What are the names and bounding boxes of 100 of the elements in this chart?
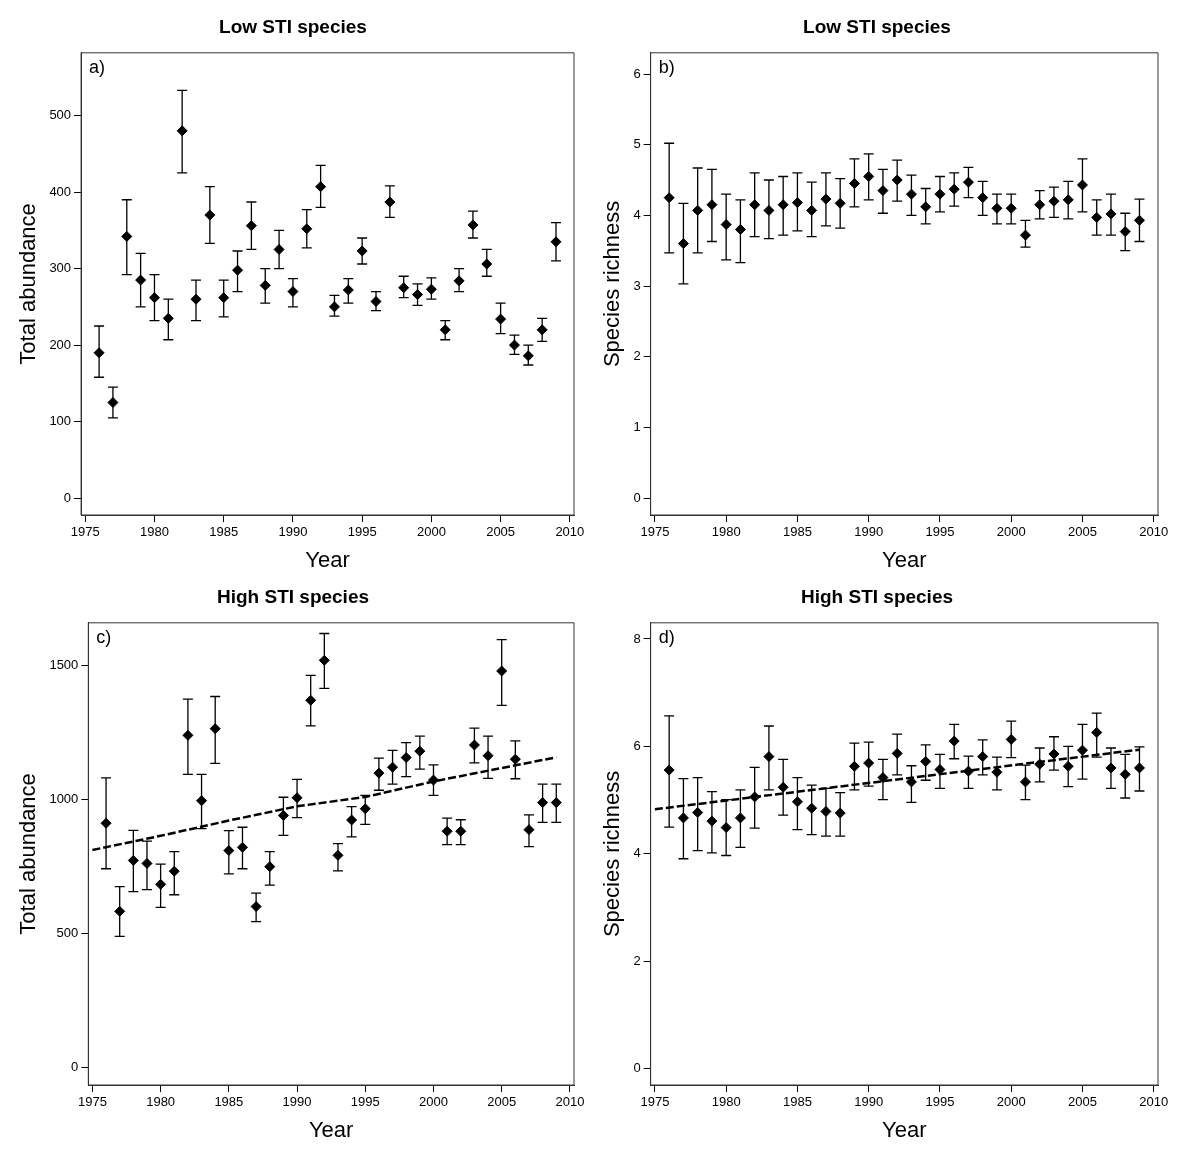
x-tick-label: 2000: [996, 524, 1026, 540]
point: [427, 774, 439, 786]
point: [834, 197, 846, 209]
point: [121, 230, 133, 242]
y-axis-title: Species richness: [599, 200, 625, 368]
point: [1076, 179, 1088, 191]
point: [734, 812, 746, 824]
x-tick-label: 1980: [711, 1094, 741, 1110]
y-tick-label: 6: [633, 65, 641, 81]
point: [1019, 229, 1031, 241]
y-tick-label: 100: [49, 413, 72, 429]
point: [1062, 760, 1074, 772]
chart-title: Low STI species: [219, 15, 367, 37]
point: [259, 279, 271, 291]
y-tick-label: 5: [633, 136, 641, 152]
point: [245, 220, 257, 232]
point: [135, 274, 147, 286]
x-tick-label: 2000: [996, 1094, 1026, 1110]
point: [495, 313, 507, 325]
point: [692, 807, 704, 819]
x-tick-label: 1975: [70, 524, 100, 540]
point: [962, 176, 974, 188]
point: [425, 283, 437, 295]
annotation: c): [96, 626, 112, 647]
x-tick-label: 2005: [486, 524, 516, 540]
x-tick-label: 1980: [146, 1094, 176, 1110]
point: [1091, 211, 1103, 223]
point: [232, 264, 244, 276]
x-tick-label: 1995: [350, 1094, 380, 1110]
x-tick-label: 2010: [1139, 524, 1169, 540]
point: [264, 861, 276, 873]
y-axis-title: Total abundance: [15, 203, 41, 365]
point: [920, 755, 932, 767]
y-tick-label: 0: [63, 489, 72, 505]
point: [848, 760, 860, 772]
point: [1019, 776, 1031, 788]
x-tick-label: 1985: [782, 1094, 812, 1110]
point: [1119, 226, 1131, 238]
x-axis-title: Year: [882, 546, 927, 572]
x-tick-label: 1975: [77, 1094, 107, 1110]
y-tick-label: 6: [633, 737, 641, 753]
point: [1133, 214, 1145, 226]
x-tick-label: 1990: [854, 1094, 884, 1110]
y-tick-label: 4: [633, 845, 641, 861]
point: [155, 878, 167, 890]
point: [168, 865, 180, 877]
x-tick-label: 1985: [782, 524, 812, 540]
x-tick-label: 1980: [140, 524, 169, 540]
x-tick-label: 2010: [555, 1094, 585, 1110]
point: [905, 188, 917, 200]
point: [1034, 758, 1046, 770]
x-tick-label: 1990: [278, 524, 308, 540]
y-tick-label: 2: [633, 952, 641, 968]
y-tick-label: 1500: [49, 657, 79, 673]
point: [863, 170, 875, 182]
point: [863, 757, 875, 769]
point: [148, 292, 160, 304]
point: [356, 245, 368, 257]
point: [328, 301, 340, 313]
y-tick-label: 500: [49, 107, 72, 123]
x-tick-label: 1980: [711, 524, 741, 540]
point: [834, 807, 846, 819]
point: [223, 845, 235, 857]
x-tick-label: 1995: [925, 1094, 955, 1110]
x-tick-label: 1985: [214, 1094, 244, 1110]
point: [236, 841, 248, 853]
x-axis-title: Year: [308, 1116, 354, 1142]
y-tick-label: 3: [633, 277, 641, 293]
point: [346, 814, 358, 826]
point: [387, 761, 399, 773]
y-tick-label: 400: [49, 183, 72, 199]
y-tick-label: 500: [56, 925, 79, 941]
x-tick-label: 2000: [419, 1094, 448, 1110]
point: [209, 723, 221, 735]
point: [1005, 733, 1017, 745]
x-tick-label: 1990: [282, 1094, 312, 1110]
point: [468, 739, 480, 751]
y-tick-label: 1000: [49, 791, 79, 807]
point: [749, 791, 761, 803]
point: [522, 350, 534, 362]
point: [677, 812, 689, 824]
y-axis-title: Total abundance: [15, 773, 41, 935]
point: [509, 753, 521, 765]
point: [948, 735, 960, 747]
x-tick-label: 2005: [487, 1094, 517, 1110]
y-tick-label: 4: [633, 206, 641, 222]
point: [1133, 762, 1145, 774]
point: [962, 765, 974, 777]
y-tick-label: 0: [633, 489, 641, 505]
x-tick-label: 2010: [1139, 1094, 1169, 1110]
y-tick-label: 0: [71, 1059, 79, 1075]
y-tick-label: 8: [633, 630, 641, 646]
x-tick-label: 1975: [640, 524, 670, 540]
x-tick-label: 2005: [1068, 524, 1097, 540]
point: [720, 219, 732, 231]
point: [127, 854, 139, 866]
point: [1119, 768, 1131, 780]
annotation: d): [658, 626, 675, 647]
x-tick-label: 1995: [925, 524, 955, 540]
y-tick-label: 200: [49, 336, 72, 352]
